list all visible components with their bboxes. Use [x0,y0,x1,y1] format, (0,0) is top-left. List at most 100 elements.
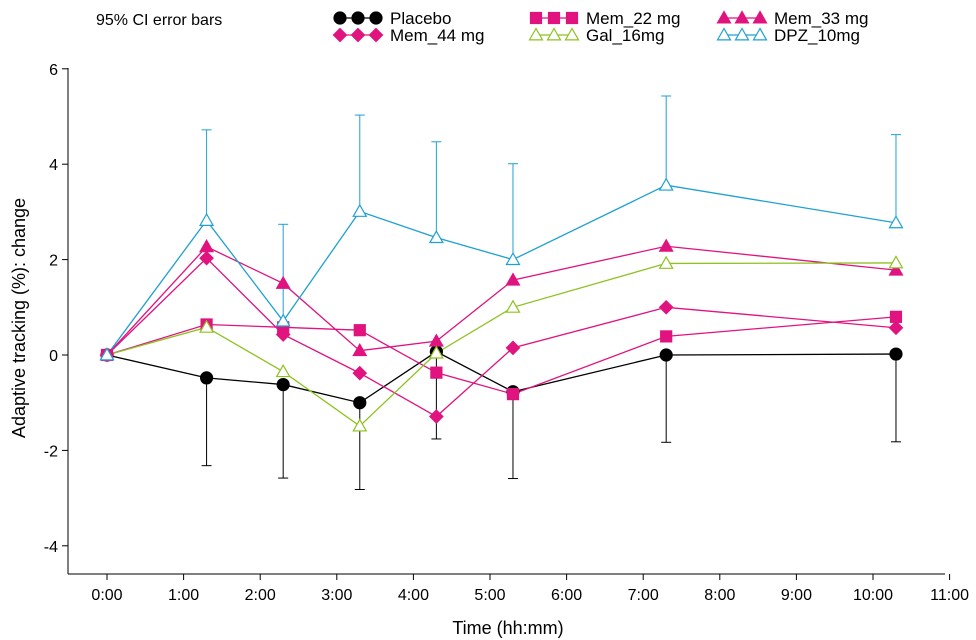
legend-swatch-marker [546,27,562,41]
plot-area [99,95,904,491]
x-tick-label: 3:00 [321,587,352,604]
legend-swatch-placebo [333,11,383,25]
data-point [275,313,291,327]
legend-swatch-mem22 [529,11,579,25]
legend-item-dpz10: DPZ_10mg [716,26,860,45]
series-line [106,350,896,404]
data-point [352,203,368,217]
data-point [275,327,291,342]
axes: -4 -2 0 2 4 6 0:00 1:00 2:00 3:00 4:00 5:00 6:00 7:00… [44,62,969,604]
legend-label-placebo: Placebo [390,9,451,28]
legend-label-mem22: Mem_22 mg [586,9,680,28]
x-tick-label: 9:00 [781,587,812,604]
data-point [99,347,115,361]
data-point [659,348,673,362]
data-point [352,365,368,381]
data-point [505,299,521,313]
legend-swatch-marker [350,27,366,43]
legend-swatch-marker [734,27,750,41]
data-point [352,342,368,357]
legend-swatch-marker [752,27,768,41]
x-tick-label: 5:00 [474,587,505,604]
series-line [106,316,897,395]
data-point [888,320,904,336]
data-point [429,409,444,424]
legend-swatch-marker [547,11,561,25]
legend-item-mem22: Mem_22 mg [529,9,680,28]
y-tick-label: 0 [49,348,58,365]
x-tick-label: 0:00 [91,587,122,604]
data-point [275,275,291,289]
data-point [660,330,673,343]
ci-note: 95% CI error bars [96,12,222,29]
data-point [428,333,444,347]
data-point [506,388,520,401]
data-point [658,177,674,191]
legend-swatch-marker [716,10,732,24]
x-tick-label: 4:00 [398,587,429,604]
legend-item-gal16: Gal_16mg [528,26,664,45]
data-point [430,366,443,379]
legend-swatch-marker [734,10,750,24]
data-point [275,363,291,378]
legend-swatch-marker [529,11,543,25]
data-point [199,239,215,253]
legend-item-mem44: Mem_44 mg [332,26,484,45]
x-tick-label: 7:00 [628,587,659,604]
data-point [276,377,290,392]
x-tick-label: 10:00 [853,587,893,604]
legend-label-mem44: Mem_44 mg [390,26,484,45]
y-tick-label: 2 [49,253,58,270]
data-point [888,255,904,269]
legend-swatch-mem44 [332,27,384,43]
data-point [658,238,674,252]
x-tick-label: 1:00 [168,587,199,604]
legend-swatch-marker [565,11,579,25]
data-point [353,324,366,337]
data-point [199,212,215,226]
legend-swatch-marker [332,27,348,43]
legend-label-mem33: Mem_33 mg [774,9,868,28]
legend: Placebo Mem_22 mg Mem_33 mg Mem_44 mg Ga… [332,9,868,45]
legend-swatch-mem33 [716,10,768,24]
y-axis-title: Adaptive tracking (%): change [9,198,29,438]
y-tick-label: 6 [49,62,58,79]
data-point [199,250,214,266]
legend-item-mem33: Mem_33 mg [716,9,868,28]
data-point [199,371,214,385]
series-line [106,184,897,356]
legend-label-gal16: Gal_16mg [586,26,664,45]
data-point [888,262,904,276]
legend-swatch-marker [716,27,732,41]
x-tick-label: 11:00 [930,587,969,604]
legend-swatch-marker [369,11,383,25]
legend-swatch-dpz10 [716,27,768,41]
y-tick-label: -2 [44,443,58,460]
legend-swatch-marker [351,11,365,25]
y-tick-label: 4 [49,157,58,174]
data-point [505,272,521,286]
series-line [106,262,896,427]
data-point [505,340,521,356]
data-point [888,215,904,229]
data-point [658,299,674,315]
legend-swatch-gal16 [528,27,580,41]
data-point [505,251,521,266]
data-point [199,319,215,333]
legend-item-placebo: Placebo [333,9,451,28]
data-point [352,418,368,432]
x-axis-title: Time (hh:mm) [452,618,563,638]
y-tick-label: -4 [44,539,58,556]
legend-swatch-marker [333,11,347,25]
legend-swatch-marker [368,27,384,43]
data-point [889,347,903,361]
legend-swatch-marker [752,10,768,24]
legend-swatch-marker [564,27,580,41]
series-line [106,257,897,418]
data-point [658,255,674,269]
data-point [428,345,444,359]
x-tick-label: 2:00 [245,587,276,604]
legend-label-dpz10: DPZ_10mg [774,26,860,45]
x-tick-label: 8:00 [704,587,735,604]
